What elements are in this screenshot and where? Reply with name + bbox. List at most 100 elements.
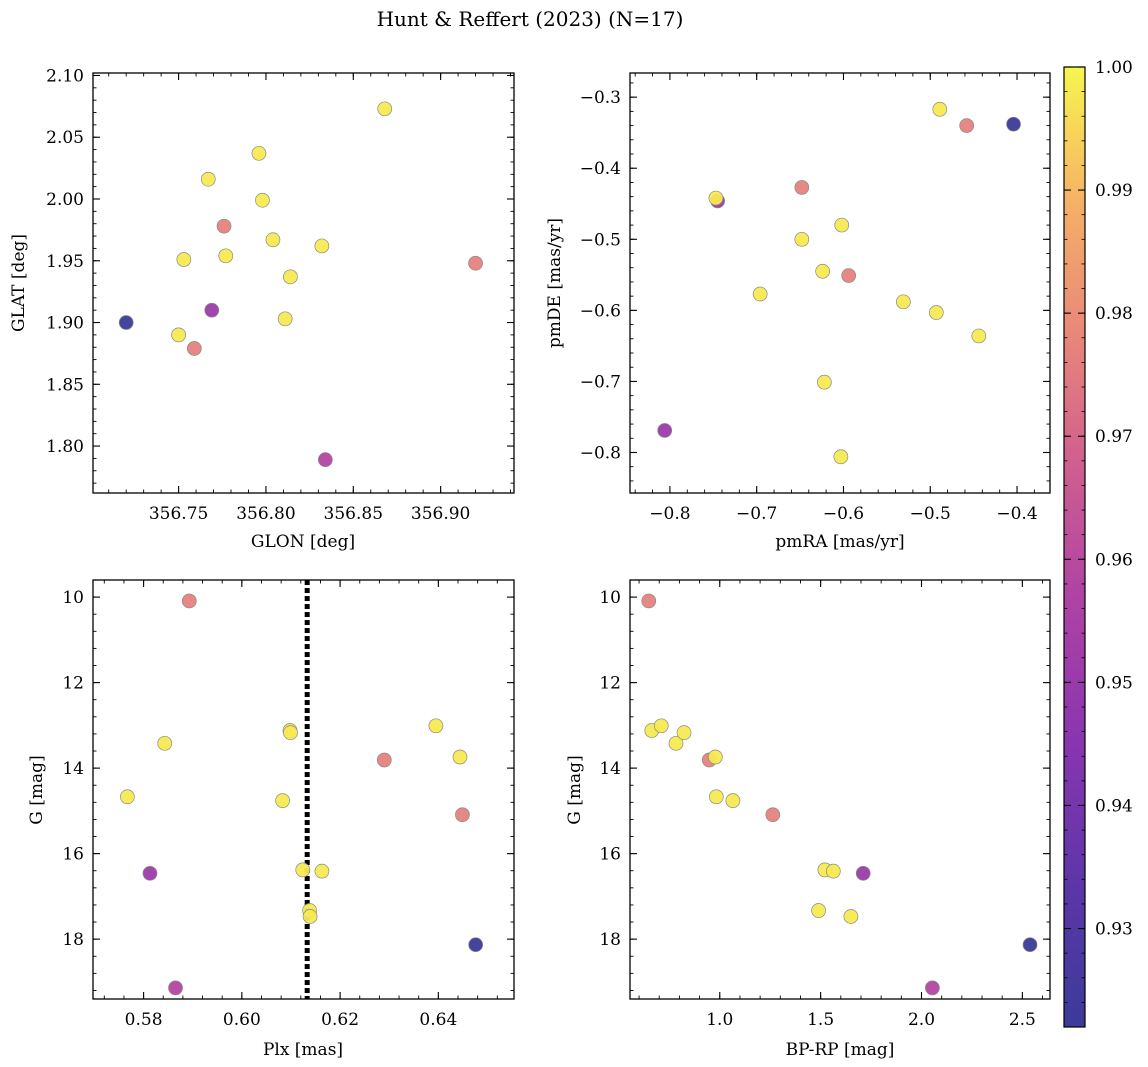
figure-title: Hunt & Reffert (2023) (N=17) bbox=[377, 7, 684, 31]
scatter-point bbox=[216, 218, 232, 234]
colorbar-tick-label: 0.96 bbox=[1095, 550, 1133, 570]
colorbar-tick-label: 0.99 bbox=[1095, 181, 1133, 201]
x-tick-label: 2.5 bbox=[1009, 1010, 1036, 1030]
y-tick-label: 2.05 bbox=[46, 128, 84, 148]
y-tick-label: 10 bbox=[62, 588, 84, 608]
scatter-point bbox=[376, 752, 392, 768]
scatter-point bbox=[171, 327, 186, 343]
x-tick-label: 1.5 bbox=[807, 1010, 834, 1030]
colorbar-tick-label: 0.98 bbox=[1095, 304, 1133, 324]
scatter-point bbox=[265, 232, 281, 248]
x-axis-label: GLON [deg] bbox=[251, 532, 355, 552]
x-tick-label: 356.90 bbox=[411, 504, 470, 524]
scatter-point bbox=[833, 449, 849, 465]
panel-bprp-g: 1.0 1.5 2.0 2.5 10 12 14 16 18 BP-RP [mag] G [ma… bbox=[565, 579, 1051, 1060]
y-tick-label: −0.8 bbox=[580, 443, 621, 463]
scatter-point bbox=[668, 735, 684, 751]
x-axis-label: pmRA [mas/yr] bbox=[775, 532, 904, 552]
colorbar-gradient bbox=[1063, 66, 1086, 1028]
colorbar-tick-label: 0.95 bbox=[1095, 673, 1133, 693]
y-tick-label: 18 bbox=[599, 930, 621, 950]
scatter-point bbox=[932, 101, 948, 117]
scatter-point bbox=[707, 749, 723, 765]
y-tick-label: −0.5 bbox=[580, 230, 621, 250]
x-tick-label: −0.6 bbox=[823, 504, 864, 524]
scatter-point bbox=[251, 145, 267, 161]
x-tick-label: 356.75 bbox=[149, 504, 208, 524]
colorbar-tick-label: 0.97 bbox=[1095, 427, 1133, 447]
scatter-point bbox=[168, 980, 183, 996]
scatter-point bbox=[255, 192, 270, 208]
scatter-point bbox=[428, 718, 444, 734]
scatter-point bbox=[275, 793, 290, 808]
scatter-point bbox=[1022, 937, 1038, 953]
scatter-point bbox=[834, 217, 850, 233]
colorbar-tick-label: 0.94 bbox=[1095, 796, 1133, 816]
scatter-point bbox=[653, 718, 669, 734]
scatter-point bbox=[377, 101, 393, 117]
x-tick-label: 0.62 bbox=[321, 1010, 359, 1030]
colorbar-tick-label: 0.93 bbox=[1095, 920, 1133, 940]
x-tick-label: 356.80 bbox=[236, 504, 295, 524]
scatter-point bbox=[142, 865, 158, 881]
x-tick-label: 2.0 bbox=[908, 1010, 935, 1030]
scatter-point bbox=[825, 863, 841, 879]
y-tick-label: 2.10 bbox=[46, 66, 84, 86]
x-tick-label: 0.60 bbox=[223, 1010, 261, 1030]
scatter-point bbox=[815, 263, 830, 279]
scatter-point bbox=[468, 255, 483, 271]
y-tick-label: 16 bbox=[599, 845, 621, 865]
scatter-point bbox=[176, 252, 192, 267]
scatter-point bbox=[765, 807, 781, 823]
x-axis-label: BP-RP [mag] bbox=[786, 1040, 895, 1060]
scatter-point bbox=[181, 593, 197, 609]
x-tick-label: −0.5 bbox=[910, 504, 951, 524]
scatter-point bbox=[794, 180, 810, 195]
y-tick-label: 2.00 bbox=[46, 190, 84, 210]
x-axis-label: Plx [mas] bbox=[263, 1040, 343, 1060]
x-tick-label: 0.58 bbox=[125, 1010, 163, 1030]
scatter-point bbox=[928, 305, 944, 320]
scatter-point bbox=[277, 311, 293, 327]
scatter-point bbox=[841, 268, 857, 283]
panel-pmra-pmde: −0.8 −0.7 −0.6 −0.5 −0.4 −0.8 −0.7 −0.6 −0.5 −0.4… bbox=[545, 72, 1051, 552]
x-tick-label: −0.8 bbox=[649, 504, 690, 524]
scatter-point bbox=[204, 302, 220, 318]
y-tick-label: 1.80 bbox=[46, 437, 84, 457]
scatter-point bbox=[120, 789, 135, 805]
scatter-point bbox=[218, 248, 234, 264]
scatter-point bbox=[708, 789, 724, 805]
y-tick-label: 1.95 bbox=[46, 252, 84, 272]
scatter-point bbox=[1006, 116, 1021, 132]
scatter-point bbox=[157, 735, 173, 751]
x-tick-label: 356.85 bbox=[324, 504, 383, 524]
y-axis-label: G [mag] bbox=[27, 755, 47, 824]
scatter-point bbox=[971, 328, 987, 344]
x-tick-label: 1.0 bbox=[706, 1010, 733, 1030]
y-tick-label: 12 bbox=[62, 674, 84, 694]
scatter-point bbox=[200, 171, 216, 187]
scatter-point bbox=[118, 315, 134, 330]
y-axis-label: pmDE [mas/yr] bbox=[545, 218, 565, 348]
x-tick-label: −0.7 bbox=[736, 504, 777, 524]
x-tick-label: −0.4 bbox=[996, 504, 1037, 524]
scatter-point bbox=[895, 294, 911, 310]
scatter-point bbox=[925, 980, 940, 996]
scatter-point bbox=[314, 238, 330, 254]
y-tick-label: 12 bbox=[599, 674, 621, 694]
scatter-point bbox=[725, 793, 741, 808]
y-tick-label: 14 bbox=[62, 759, 84, 779]
y-tick-label: −0.7 bbox=[580, 372, 621, 392]
scatter-point bbox=[283, 269, 298, 285]
y-tick-label: 1.90 bbox=[46, 314, 84, 334]
scatter-point bbox=[676, 725, 692, 740]
scatter-point bbox=[855, 865, 871, 881]
colorbar: 0.93 0.94 0.95 0.96 0.97 0.98 0.99 1.00 bbox=[1063, 58, 1133, 1028]
scatter-point bbox=[295, 862, 311, 878]
y-axis-label: G [mag] bbox=[565, 755, 585, 824]
y-tick-label: 10 bbox=[599, 588, 621, 608]
scatter-point bbox=[657, 423, 673, 438]
y-tick-label: −0.3 bbox=[580, 88, 621, 108]
y-tick-label: 18 bbox=[62, 930, 84, 950]
scatter-point bbox=[186, 341, 202, 356]
